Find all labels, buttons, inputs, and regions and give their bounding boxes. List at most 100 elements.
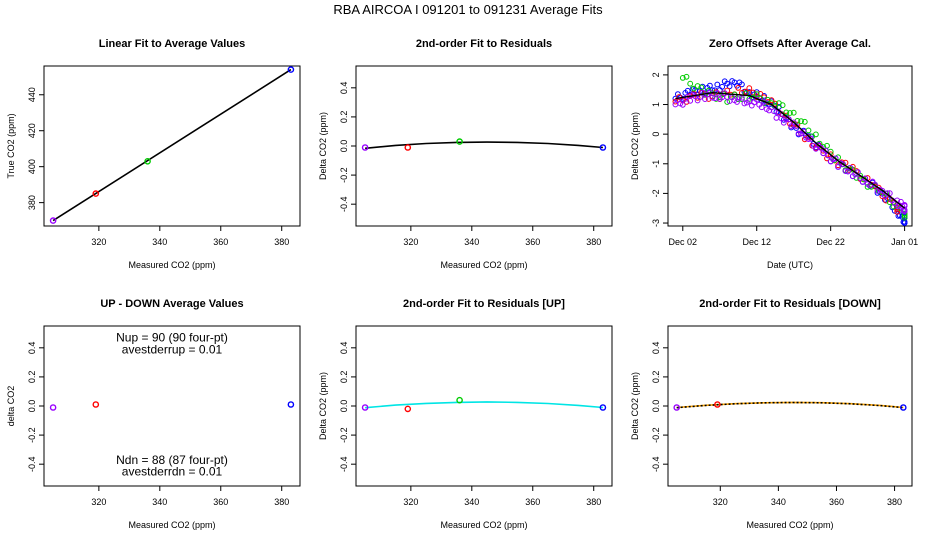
data-point — [679, 75, 686, 81]
data-point — [758, 104, 765, 111]
data-point — [599, 404, 607, 411]
y-tick-label: 400 — [27, 159, 37, 174]
data-point — [456, 138, 463, 145]
data-point — [404, 144, 412, 151]
data-point — [672, 101, 679, 108]
data-point — [794, 118, 801, 124]
x-tick-label: Jan 01 — [891, 237, 918, 247]
data-point — [679, 101, 686, 108]
data-point — [879, 193, 886, 200]
data-point — [144, 157, 151, 165]
y-tick-label: -0.2 — [339, 427, 349, 443]
panels: Linear Fit to Average Values Measured CO2… — [6, 38, 918, 530]
x-tick-label: Dec 22 — [816, 237, 845, 247]
panel-title: Linear Fit to Average Values — [99, 38, 246, 50]
x-tick-label: Dec 12 — [742, 237, 771, 247]
panel-title: 2nd-order Fit to Residuals — [416, 38, 552, 50]
data-point — [783, 109, 790, 116]
data-point — [49, 404, 57, 411]
data-point — [287, 66, 295, 73]
data-point — [779, 102, 786, 109]
data-point — [824, 155, 830, 162]
data-point — [798, 118, 804, 124]
fit-line — [52, 68, 292, 222]
data-point — [746, 98, 753, 104]
data-point — [698, 84, 705, 91]
x-tick-label: 320 — [403, 497, 418, 507]
data-point — [683, 99, 690, 105]
x-axis-label: Measured CO2 (ppm) — [746, 520, 833, 530]
data-point — [817, 144, 824, 151]
data-point — [748, 102, 755, 109]
data-point — [768, 97, 775, 104]
x-tick-label: 340 — [771, 497, 786, 507]
data-point — [879, 187, 886, 194]
data-point — [840, 161, 846, 168]
series-points — [672, 89, 908, 215]
x-tick-label: 380 — [274, 497, 289, 507]
x-tick-label: 340 — [152, 497, 167, 507]
data-point — [801, 118, 808, 125]
series-points — [672, 85, 901, 215]
data-point — [691, 85, 697, 92]
data-point — [361, 404, 369, 411]
y-tick-label: 440 — [27, 87, 37, 102]
panel-title: 2nd-order Fit to Residuals [DOWN] — [699, 298, 881, 310]
x-axis-label: Measured CO2 (ppm) — [128, 520, 215, 530]
data-point — [741, 100, 748, 107]
y-tick-label: 0.0 — [339, 140, 349, 153]
x-tick-label: 380 — [586, 497, 601, 507]
x-tick-label: 320 — [91, 237, 106, 247]
y-tick-label: 0.4 — [27, 342, 37, 355]
y-axis-label: Delta CO2 (ppm) — [630, 112, 640, 180]
y-tick-label: 0.2 — [27, 371, 37, 384]
annotation-text: Ndn = 88 (87 four-pt) — [116, 453, 228, 467]
data-point — [599, 144, 607, 151]
x-tick-label: 380 — [274, 237, 289, 247]
data-point — [785, 116, 792, 123]
data-point — [739, 81, 745, 88]
trend-line — [675, 91, 906, 209]
data-point — [787, 110, 793, 116]
y-tick-label: -0.4 — [339, 456, 349, 472]
data-point — [687, 97, 694, 104]
data-point — [404, 405, 412, 413]
panel-p4: UP - DOWN Average Values Measured CO2 (pp… — [6, 298, 301, 530]
data-point — [772, 100, 779, 107]
data-point — [675, 91, 681, 97]
x-axis-label: Measured CO2 (ppm) — [440, 260, 527, 270]
data-point — [790, 109, 797, 116]
x-tick-label: 320 — [713, 497, 728, 507]
data-point — [702, 96, 708, 102]
panel-p5: 2nd-order Fit to Residuals [UP] Measured … — [318, 298, 613, 530]
data-point — [753, 91, 760, 97]
panel-title: Zero Offsets After Average Cal. — [709, 38, 871, 50]
x-tick-label: 340 — [152, 237, 167, 247]
data-point — [287, 401, 295, 408]
annotation-text: Nup = 90 (90 four-pt) — [116, 331, 228, 345]
data-point — [773, 109, 780, 115]
y-tick-label: 0.0 — [27, 400, 37, 413]
y-tick-label: 0.4 — [339, 342, 349, 355]
y-axis-label: Delta CO2 (ppm) — [630, 372, 640, 440]
panel-p1: Linear Fit to Average Values Measured CO2… — [6, 38, 301, 270]
x-tick-label: 380 — [887, 497, 902, 507]
y-tick-label: 0.0 — [651, 400, 661, 413]
data-point — [894, 208, 901, 215]
series-points — [672, 78, 908, 226]
plot-frame — [667, 65, 913, 227]
data-point — [456, 396, 463, 404]
data-point — [746, 85, 753, 92]
data-point — [92, 401, 100, 408]
data-point — [687, 80, 694, 87]
data-point — [822, 147, 829, 154]
y-tick-label: 420 — [27, 123, 37, 138]
data-point — [900, 404, 907, 411]
data-point — [361, 144, 369, 151]
panel-p2: 2nd-order Fit to Residuals Measured CO2 (… — [318, 38, 613, 270]
y-tick-label: 0.4 — [651, 342, 661, 355]
y-tick-label: 2 — [651, 72, 661, 77]
data-point — [699, 89, 706, 96]
data-point — [49, 217, 57, 224]
